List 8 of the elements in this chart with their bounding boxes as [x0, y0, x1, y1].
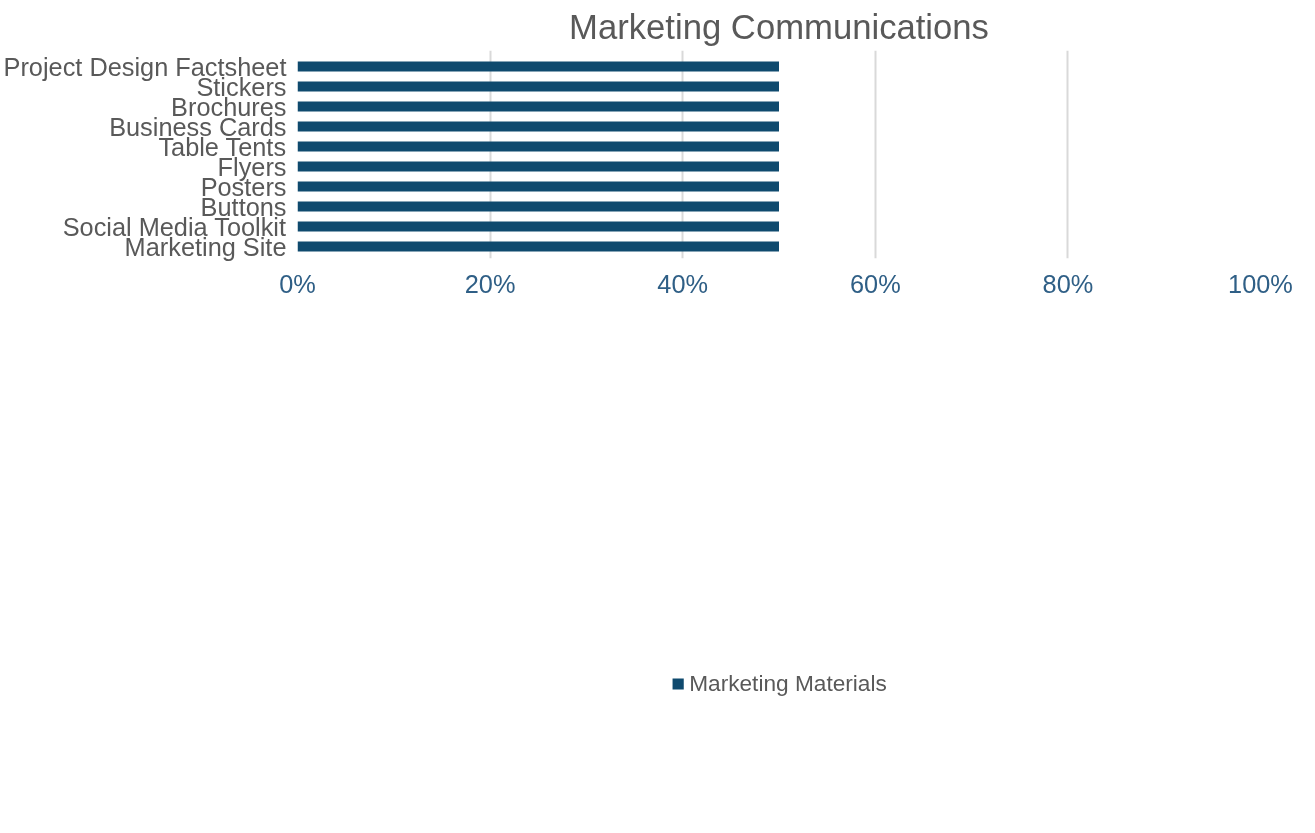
x-tick-label: 20%: [464, 269, 516, 298]
chart-title: Marketing Communications: [569, 7, 989, 46]
legend-label: Marketing Materials: [689, 669, 887, 697]
x-tick-label: 0%: [279, 269, 316, 298]
x-tick-label: 80%: [1042, 269, 1094, 298]
x-tick-label: 100%: [1228, 269, 1293, 298]
x-tick-label: 40%: [657, 269, 709, 298]
x-tick-label: 60%: [849, 269, 901, 298]
